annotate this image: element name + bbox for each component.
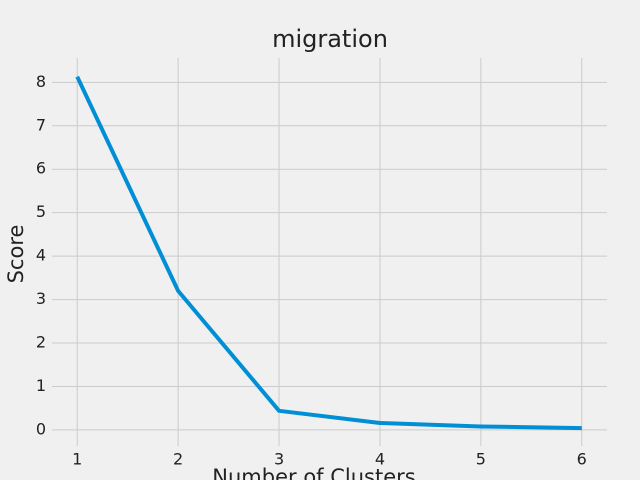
y-tick-label: 8 bbox=[36, 72, 46, 91]
y-tick-label: 1 bbox=[36, 376, 46, 395]
x-tick-label: 2 bbox=[173, 450, 183, 469]
line bbox=[75, 75, 582, 431]
y-tick-label: 0 bbox=[36, 419, 46, 438]
y-tick-label: 7 bbox=[36, 115, 46, 134]
chart-title: migration bbox=[272, 25, 388, 53]
y-tick-label: 3 bbox=[36, 289, 46, 308]
x-tick-label: 3 bbox=[274, 450, 284, 469]
y-tick-label: 5 bbox=[36, 202, 46, 221]
x-tick-label: 5 bbox=[476, 450, 486, 469]
x-axis-label: Number of Clusters bbox=[212, 465, 415, 480]
x-tick-label: 6 bbox=[577, 450, 587, 469]
y-tick-label: 6 bbox=[36, 159, 46, 178]
y-tick-label: 2 bbox=[36, 333, 46, 352]
x-tick-label: 4 bbox=[375, 450, 385, 469]
y-tick-label: 4 bbox=[36, 246, 46, 265]
x-tick-label: 1 bbox=[72, 450, 82, 469]
y-axis-label: Score bbox=[4, 225, 28, 284]
